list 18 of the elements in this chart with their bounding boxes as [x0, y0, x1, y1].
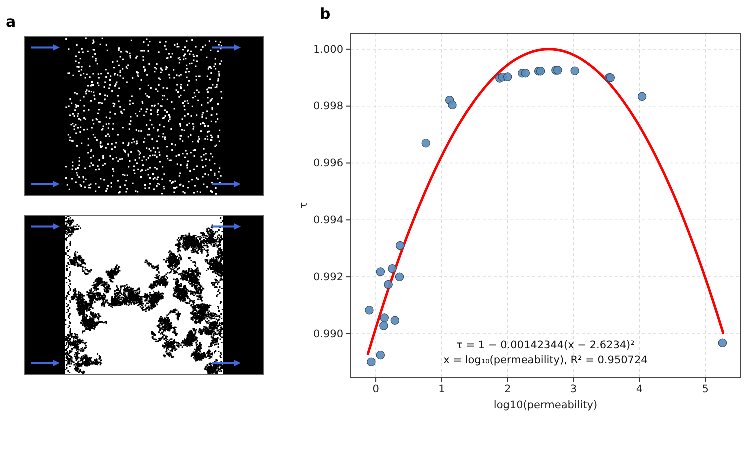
- y-tick-label: 0.998: [313, 100, 344, 113]
- y-tick-label: 0.996: [313, 158, 344, 170]
- x-axis-title: log10(permeability): [494, 400, 598, 412]
- x-tick-label: 3: [570, 383, 578, 396]
- annotation: x = log₁₀(permeability), R² = 0.950724: [444, 354, 648, 366]
- annotation: τ = 1 − 0.00142344(x − 2.6234)²: [456, 340, 635, 352]
- x-tick-label: 4: [636, 383, 644, 396]
- x-tick-label: 5: [702, 383, 709, 396]
- y-tick-label: 0.990: [313, 328, 344, 340]
- x-tick-label: 0: [372, 383, 380, 396]
- x-tick-label: 2: [504, 383, 512, 396]
- y-tick-label: 0.994: [313, 214, 344, 227]
- y-tick-label: 0.992: [313, 271, 344, 284]
- x-tick-label: 1: [438, 383, 446, 396]
- y-axis-title: τ: [298, 202, 310, 209]
- chart-title: b: [320, 5, 331, 23]
- y-tick-label: 1.000: [313, 44, 344, 56]
- text: a: [6, 13, 16, 31]
